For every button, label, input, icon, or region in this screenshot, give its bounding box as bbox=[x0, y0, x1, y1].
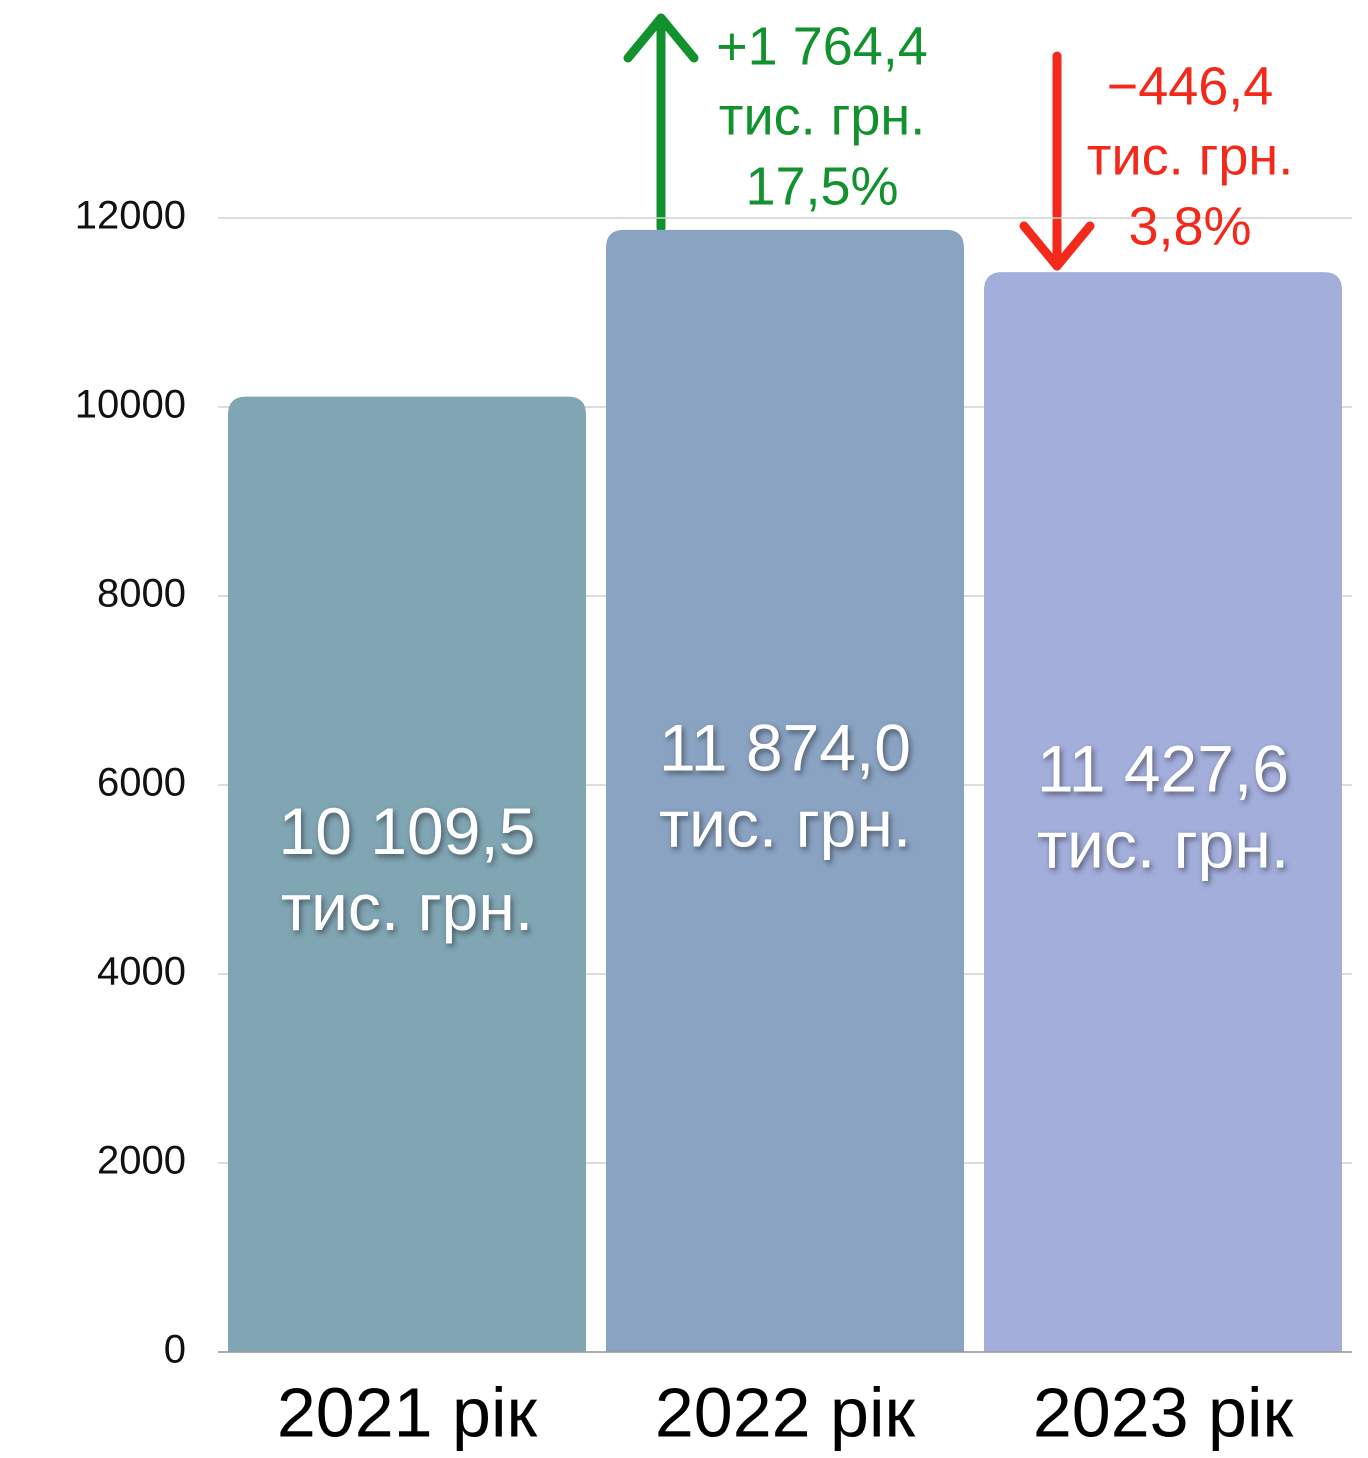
x-tick-label: 2023 рік bbox=[1033, 1373, 1294, 1451]
bar bbox=[228, 396, 586, 1353]
value-label: 11 874,0 bbox=[659, 710, 911, 784]
annotation: −446,4 bbox=[1107, 56, 1274, 116]
value-label: 10 109,5 bbox=[279, 794, 536, 868]
value-unit: тис. грн. bbox=[659, 786, 911, 860]
annotation: +1 764,4 bbox=[716, 16, 928, 76]
x-tick-label: 2021 рік bbox=[277, 1373, 538, 1451]
y-tick-label: 4000 bbox=[97, 950, 186, 994]
value-label: 11 427,6 bbox=[1037, 731, 1289, 805]
y-tick-label: 12000 bbox=[75, 194, 186, 238]
y-tick-label: 8000 bbox=[97, 572, 186, 616]
bar bbox=[984, 272, 1342, 1352]
y-tick-label: 6000 bbox=[97, 761, 186, 805]
increase-arrow bbox=[623, 13, 699, 233]
annotation: тис. грн. bbox=[1087, 126, 1293, 186]
y-tick-label: 10000 bbox=[75, 383, 186, 427]
annotation: 17,5% bbox=[745, 156, 898, 216]
annotation: тис. грн. bbox=[719, 86, 925, 146]
value-unit: тис. грн. bbox=[281, 870, 533, 944]
y-tick-label: 0 bbox=[164, 1328, 186, 1372]
annotation: 3,8% bbox=[1128, 196, 1251, 256]
value-unit: тис. грн. bbox=[1037, 807, 1289, 881]
bar bbox=[606, 229, 964, 1353]
y-tick-label: 2000 bbox=[97, 1139, 186, 1183]
x-tick-label: 2022 рік bbox=[655, 1373, 916, 1451]
decrease-arrow bbox=[1019, 51, 1095, 271]
